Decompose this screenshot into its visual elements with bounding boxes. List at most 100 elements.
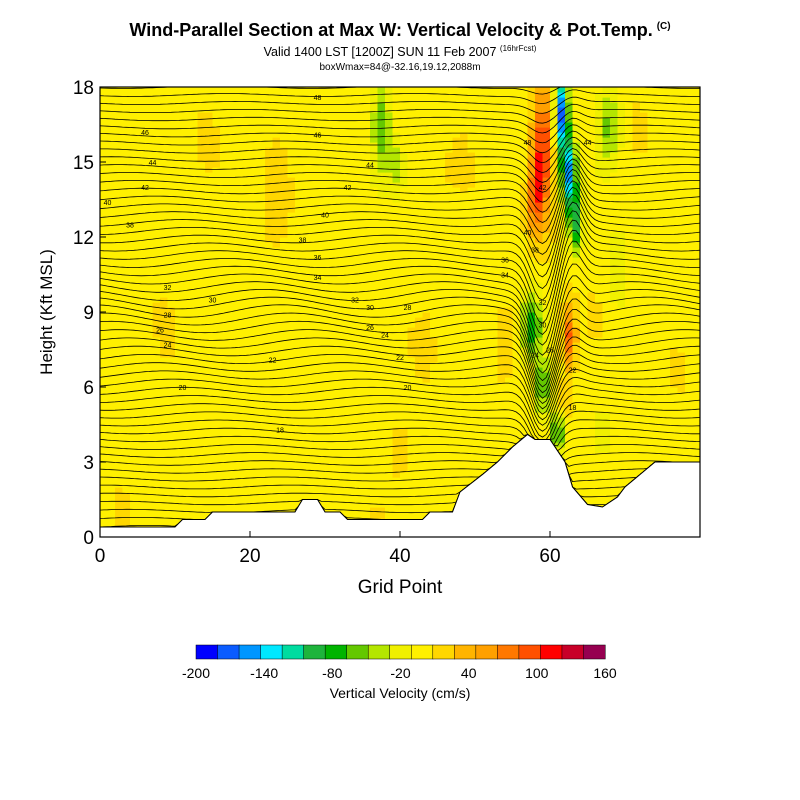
velocity-cell xyxy=(422,507,431,513)
velocity-cell xyxy=(130,252,139,258)
velocity-cell xyxy=(190,362,199,368)
velocity-cell xyxy=(385,247,394,253)
velocity-cell xyxy=(625,357,634,363)
velocity-cell xyxy=(205,482,214,488)
velocity-cell xyxy=(152,277,161,283)
velocity-cell xyxy=(580,317,589,323)
velocity-cell xyxy=(122,242,131,248)
velocity-cell xyxy=(602,297,611,303)
velocity-cell xyxy=(122,347,131,353)
velocity-cell xyxy=(610,257,619,263)
velocity-cell xyxy=(160,482,169,488)
velocity-cell xyxy=(655,352,664,358)
velocity-cell xyxy=(235,347,244,353)
velocity-cell xyxy=(182,337,191,343)
velocity-cell xyxy=(505,382,514,388)
velocity-cell xyxy=(587,477,596,483)
velocity-cell xyxy=(212,432,221,438)
velocity-cell xyxy=(137,427,146,433)
velocity-cell xyxy=(160,517,169,523)
velocity-cell xyxy=(460,282,469,288)
velocity-cell xyxy=(197,227,206,233)
velocity-cell xyxy=(512,377,521,383)
velocity-cell xyxy=(205,497,214,503)
velocity-cell xyxy=(205,377,214,383)
velocity-cell xyxy=(257,357,266,363)
velocity-cell xyxy=(347,317,356,323)
velocity-cell xyxy=(130,462,139,468)
velocity-cell xyxy=(572,382,581,388)
velocity-cell xyxy=(385,457,394,463)
velocity-cell xyxy=(137,257,146,263)
velocity-cell xyxy=(347,447,356,453)
velocity-cell xyxy=(460,442,469,448)
velocity-cell xyxy=(212,297,221,303)
velocity-cell xyxy=(625,432,634,438)
velocity-cell xyxy=(685,322,694,328)
velocity-cell xyxy=(685,342,694,348)
velocity-cell xyxy=(160,432,169,438)
velocity-cell xyxy=(595,422,604,428)
velocity-cell xyxy=(460,307,469,313)
velocity-cell xyxy=(437,242,446,248)
velocity-cell xyxy=(385,352,394,358)
velocity-cell xyxy=(295,402,304,408)
velocity-cell xyxy=(572,237,581,243)
velocity-cell xyxy=(602,242,611,248)
velocity-cell xyxy=(497,262,506,268)
velocity-cell xyxy=(250,357,259,363)
velocity-cell xyxy=(482,442,491,448)
velocity-cell xyxy=(400,347,409,353)
velocity-cell xyxy=(625,367,634,373)
velocity-cell xyxy=(632,462,641,468)
velocity-cell xyxy=(235,397,244,403)
velocity-cell xyxy=(670,247,679,253)
velocity-cell xyxy=(520,402,529,408)
velocity-cell xyxy=(265,407,274,413)
velocity-cell xyxy=(467,237,476,243)
velocity-cell xyxy=(310,477,319,483)
velocity-cell xyxy=(497,367,506,373)
velocity-cell xyxy=(250,497,259,503)
velocity-cell xyxy=(452,342,461,348)
velocity-cell xyxy=(437,342,446,348)
velocity-cell xyxy=(160,447,169,453)
velocity-cell xyxy=(422,272,431,278)
velocity-cell xyxy=(197,242,206,248)
velocity-cell xyxy=(377,287,386,293)
velocity-cell xyxy=(640,277,649,283)
velocity-cell xyxy=(220,487,229,493)
velocity-cell xyxy=(400,327,409,333)
velocity-cell xyxy=(610,267,619,273)
velocity-cell xyxy=(572,242,581,248)
velocity-cell xyxy=(205,337,214,343)
velocity-cell xyxy=(152,502,161,508)
velocity-cell xyxy=(107,377,116,383)
velocity-cell xyxy=(377,402,386,408)
velocity-cell xyxy=(692,452,700,458)
velocity-cell xyxy=(692,387,700,393)
velocity-cell xyxy=(385,267,394,273)
velocity-cell xyxy=(565,312,574,318)
velocity-cell xyxy=(407,317,416,323)
velocity-cell xyxy=(130,367,139,373)
velocity-cell xyxy=(407,407,416,413)
velocity-cell xyxy=(287,257,296,263)
velocity-cell xyxy=(317,442,326,448)
velocity-cell xyxy=(115,447,124,453)
velocity-cell xyxy=(430,352,439,358)
velocity-cell xyxy=(362,387,371,393)
velocity-cell xyxy=(602,437,611,443)
velocity-cell xyxy=(640,357,649,363)
velocity-cell xyxy=(542,247,551,253)
velocity-cell xyxy=(212,347,221,353)
chart-title-text: Wind-Parallel Section at Max W: Vertical… xyxy=(129,20,653,40)
velocity-cell xyxy=(407,297,416,303)
velocity-cell xyxy=(535,327,544,333)
velocity-cell xyxy=(677,412,686,418)
velocity-cell xyxy=(617,242,626,248)
velocity-cell xyxy=(107,307,116,313)
velocity-cell xyxy=(467,317,476,323)
velocity-cell xyxy=(167,297,176,303)
velocity-cell xyxy=(542,322,551,328)
